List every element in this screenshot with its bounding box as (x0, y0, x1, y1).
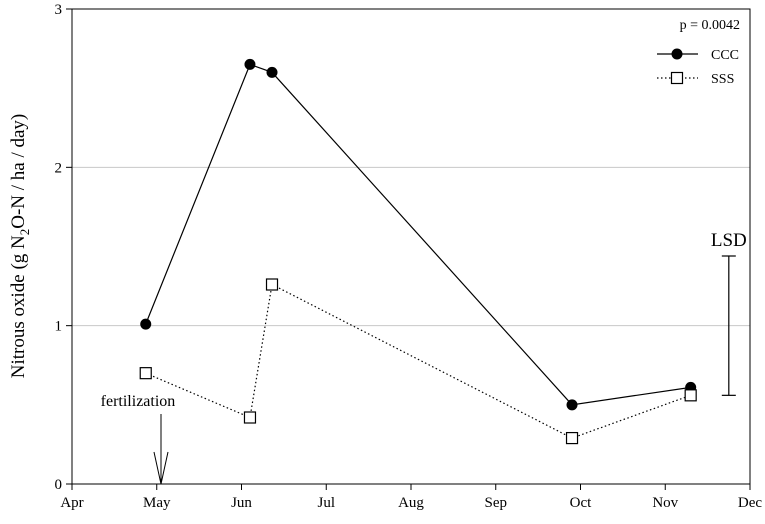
data-point (265, 278, 279, 291)
y-tick-label: 3 (55, 2, 63, 18)
data-point (266, 66, 278, 78)
y-tick-label: 0 (55, 477, 63, 493)
plot-frame (71, 8, 751, 485)
x-tick-label: Jun (231, 495, 252, 511)
legend: p = 0.0042 CCC SSS (657, 18, 740, 87)
grid-lines (72, 166, 750, 327)
data-point (244, 58, 256, 70)
p-value-label: p = 0.0042 (680, 18, 740, 33)
y-axis-title-sub: 2 (17, 229, 32, 236)
x-tick-label: May (143, 495, 171, 511)
y-tick-label: 2 (55, 160, 63, 176)
y-axis-title-post: O-N / ha / day) (8, 114, 29, 229)
legend-ccc-label: CCC (711, 48, 739, 63)
x-axis: Apr May Jun Jul Aug Sep Oct Nov Dec (60, 484, 762, 511)
legend-sss-label: SSS (711, 72, 734, 87)
lsd-bar: LSD (711, 230, 747, 396)
x-tick-label: Dec (738, 495, 762, 511)
series-line (145, 63, 691, 406)
fertilization-label: fertilization (101, 393, 176, 410)
y-axis-title-pre: Nitrous oxide (g N (8, 235, 29, 378)
series-ccc (140, 58, 697, 411)
y-axis-title: Nitrous oxide (g N2O-N / ha / day) (8, 114, 32, 379)
series-line (145, 283, 691, 439)
data-point (140, 318, 152, 330)
x-tick-label: Apr (60, 495, 83, 511)
legend-sss-marker (670, 71, 684, 85)
data-point (243, 411, 257, 424)
x-tick-label: Oct (570, 495, 592, 511)
x-tick-label: Jul (317, 495, 335, 511)
x-tick-label: Sep (485, 495, 508, 511)
data-point (684, 389, 697, 402)
y-tick-label: 1 (55, 319, 63, 335)
legend-ccc-marker (671, 48, 683, 60)
fertilization-annotation: fertilization (101, 393, 176, 485)
series-sss (139, 278, 697, 445)
data-point (566, 399, 578, 411)
data-point (565, 431, 579, 445)
fertilization-arrow-head-left (153, 451, 162, 485)
data-point (139, 367, 152, 380)
lsd-label: LSD (711, 230, 747, 251)
y-axis: 0 1 2 3 (55, 2, 72, 493)
fertilization-arrow-head-right (160, 451, 169, 485)
x-tick-label: Nov (652, 495, 678, 511)
x-tick-label: Aug (398, 495, 424, 511)
